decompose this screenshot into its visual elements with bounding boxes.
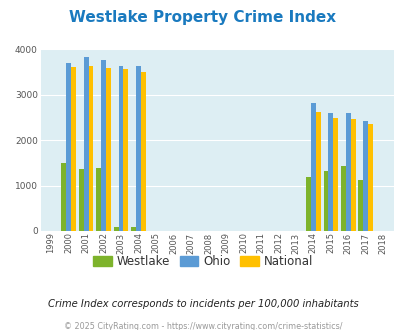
- Bar: [96, 168, 101, 231]
- Bar: [83, 57, 88, 231]
- Bar: [340, 166, 345, 231]
- Bar: [71, 67, 76, 231]
- Bar: [333, 117, 337, 231]
- Bar: [136, 66, 141, 231]
- Bar: [141, 72, 145, 231]
- Bar: [106, 68, 111, 231]
- Text: Crime Index corresponds to incidents per 100,000 inhabitants: Crime Index corresponds to incidents per…: [47, 299, 358, 309]
- Bar: [362, 121, 367, 231]
- Bar: [350, 119, 355, 231]
- Bar: [79, 169, 83, 231]
- Bar: [113, 227, 118, 231]
- Bar: [61, 163, 66, 231]
- Bar: [131, 227, 136, 231]
- Bar: [310, 104, 315, 231]
- Bar: [345, 114, 350, 231]
- Bar: [305, 177, 310, 231]
- Bar: [323, 171, 328, 231]
- Bar: [88, 66, 93, 231]
- Bar: [66, 63, 71, 231]
- Bar: [315, 112, 320, 231]
- Bar: [328, 113, 333, 231]
- Bar: [101, 60, 106, 231]
- Legend: Westlake, Ohio, National: Westlake, Ohio, National: [88, 250, 317, 273]
- Bar: [358, 180, 362, 231]
- Text: © 2025 CityRating.com - https://www.cityrating.com/crime-statistics/: © 2025 CityRating.com - https://www.city…: [64, 322, 341, 330]
- Text: Westlake Property Crime Index: Westlake Property Crime Index: [69, 10, 336, 25]
- Bar: [118, 66, 123, 231]
- Bar: [123, 69, 128, 231]
- Bar: [367, 124, 372, 231]
